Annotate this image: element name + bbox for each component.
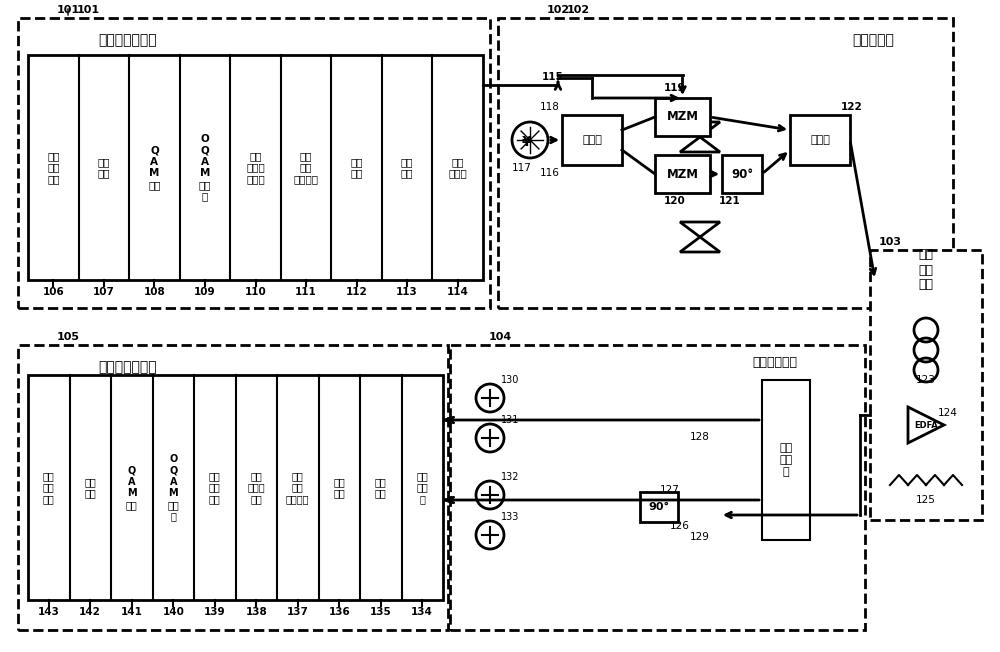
- Text: 133: 133: [501, 512, 519, 522]
- Text: 128: 128: [690, 432, 710, 442]
- Text: 135: 135: [370, 607, 392, 617]
- Text: 113: 113: [396, 287, 418, 297]
- Text: 140: 140: [162, 607, 184, 617]
- Text: 多相
结构
滤波器组: 多相 结构 滤波器组: [294, 151, 319, 184]
- Text: 光电检测模块: 光电检测模块: [753, 357, 798, 370]
- Text: 134: 134: [411, 607, 433, 617]
- Bar: [655, 155, 710, 193]
- Text: 光调制模块: 光调制模块: [852, 33, 894, 47]
- Text: 124: 124: [938, 408, 958, 418]
- Text: 模数
转换: 模数 转换: [375, 477, 387, 498]
- Text: 系统接收端模块: 系统接收端模块: [98, 360, 157, 374]
- Text: 低通
滤波
器: 低通 滤波 器: [416, 471, 428, 504]
- Text: 117: 117: [512, 163, 532, 173]
- Text: 107: 107: [93, 287, 115, 297]
- Text: 127: 127: [660, 485, 680, 495]
- Text: 123: 123: [916, 375, 936, 385]
- Text: 129: 129: [690, 532, 710, 542]
- Text: 132: 132: [501, 472, 519, 482]
- Text: 数字
信号
处理: 数字 信号 处理: [209, 471, 221, 504]
- Text: 并串
转换: 并串 转换: [350, 156, 363, 178]
- Bar: [870, 250, 982, 520]
- Text: 102: 102: [546, 5, 570, 15]
- Text: 多相
结构
滤波器组: 多相 结构 滤波器组: [286, 471, 310, 504]
- Text: 串并
转换: 串并 转换: [333, 477, 345, 498]
- Text: 低通
滤波器: 低通 滤波器: [448, 156, 467, 178]
- Text: 108: 108: [144, 287, 165, 297]
- Text: ¥: ¥: [522, 135, 532, 149]
- Text: 138: 138: [245, 607, 267, 617]
- Text: 101: 101: [76, 5, 100, 15]
- Bar: [450, 345, 865, 630]
- Text: 141: 141: [121, 607, 143, 617]
- Text: 106: 106: [42, 287, 64, 297]
- Text: 102: 102: [566, 5, 590, 15]
- Text: 快速
傅里叶
逆变换: 快速 傅里叶 逆变换: [246, 151, 265, 184]
- Text: 119: 119: [664, 83, 686, 93]
- Text: 105: 105: [56, 332, 80, 342]
- Text: 131: 131: [501, 415, 519, 425]
- Text: 121: 121: [719, 196, 741, 206]
- Bar: [640, 492, 678, 522]
- Text: 114: 114: [447, 287, 469, 297]
- Bar: [722, 155, 762, 193]
- Bar: [28, 55, 483, 280]
- Text: 101: 101: [56, 5, 80, 15]
- Text: MZM: MZM: [666, 168, 698, 181]
- Text: 136: 136: [328, 607, 350, 617]
- Text: 120: 120: [664, 196, 686, 206]
- Text: Q
A
M
调制: Q A M 调制: [148, 145, 161, 190]
- Text: 串行
数据
输出: 串行 数据 输出: [43, 471, 55, 504]
- Text: 125: 125: [916, 495, 936, 505]
- Text: 115: 115: [542, 72, 564, 82]
- Text: 103: 103: [879, 237, 902, 247]
- Bar: [28, 375, 443, 600]
- Text: O
Q
A
M
预处
理: O Q A M 预处 理: [199, 134, 211, 201]
- Bar: [18, 345, 448, 630]
- Text: 分束器: 分束器: [582, 135, 602, 145]
- Bar: [762, 380, 810, 540]
- Text: 139: 139: [204, 607, 226, 617]
- Bar: [498, 18, 953, 308]
- Text: 合束器: 合束器: [810, 135, 830, 145]
- Text: 低通
滤波
器: 低通 滤波 器: [779, 443, 793, 477]
- Text: 137: 137: [287, 607, 309, 617]
- Text: 光纤
传输
模块: 光纤 传输 模块: [918, 248, 934, 291]
- Text: 126: 126: [670, 521, 690, 531]
- Text: Q
A
M
解调: Q A M 解调: [126, 465, 138, 510]
- Bar: [655, 98, 710, 136]
- Text: 并串
转换: 并串 转换: [84, 477, 96, 498]
- Text: 串并
转换: 串并 转换: [98, 156, 110, 178]
- Text: 数模
转换: 数模 转换: [401, 156, 413, 178]
- Bar: [18, 18, 490, 308]
- Text: 90°: 90°: [648, 502, 670, 512]
- Text: 116: 116: [540, 168, 560, 178]
- Text: 142: 142: [79, 607, 101, 617]
- Text: 快速
傅里叶
变换: 快速 傅里叶 变换: [247, 471, 265, 504]
- Text: 串行
数据
输入: 串行 数据 输入: [47, 151, 60, 184]
- Text: 112: 112: [346, 287, 367, 297]
- Text: 90°: 90°: [731, 168, 753, 181]
- Text: EDFA: EDFA: [914, 421, 938, 430]
- Bar: [790, 115, 850, 165]
- Text: 104: 104: [488, 332, 512, 342]
- Text: 122: 122: [841, 102, 863, 112]
- Text: 130: 130: [501, 375, 519, 385]
- Text: 143: 143: [38, 607, 60, 617]
- Text: O
Q
A
M
后处
理: O Q A M 后处 理: [167, 454, 179, 522]
- Text: 118: 118: [540, 102, 560, 112]
- Bar: [562, 115, 622, 165]
- Text: 系统发射端模块: 系统发射端模块: [98, 33, 157, 47]
- Text: 109: 109: [194, 287, 216, 297]
- Text: 111: 111: [295, 287, 317, 297]
- Text: 110: 110: [245, 287, 266, 297]
- Text: MZM: MZM: [666, 110, 698, 123]
